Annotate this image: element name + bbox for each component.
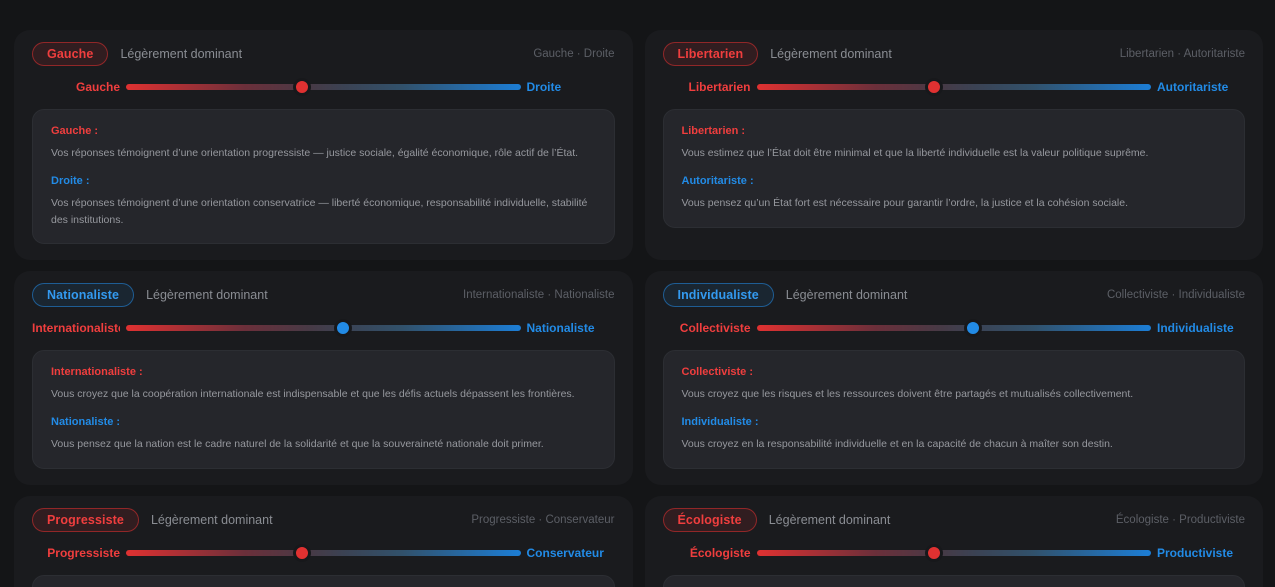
description-box: Internationaliste : Vous croyez que la c… — [32, 350, 615, 469]
slider-handle[interactable] — [333, 319, 352, 338]
axis-pair-label: Écologiste · Productiviste — [1115, 513, 1245, 526]
dominant-badge: Libertarien — [662, 42, 759, 66]
slider-handle[interactable] — [292, 78, 311, 96]
slider-right-label: Droite — [526, 80, 562, 94]
dominant-badge: Progressiste — [32, 507, 139, 532]
description-section-right: Autoritariste : Vous pensez qu’un État f… — [682, 175, 1227, 212]
description-section-left: Libertarien : Vous estimez que l’État do… — [682, 125, 1227, 162]
description-section-left: Collectiviste : Vous croyez que les risq… — [682, 366, 1227, 403]
dominant-badge: Écologiste — [662, 507, 757, 532]
axis-pair-label: Collectiviste · Individualiste — [1106, 289, 1245, 302]
slider-right-label: Conservateur — [526, 545, 604, 560]
card-header: Individualiste Légèrement dominant Colle… — [662, 283, 1245, 308]
dimension-card-nationaliste: Nationaliste Légèrement dominant Interna… — [14, 271, 633, 485]
dominant-badge: Nationaliste — [32, 283, 135, 308]
dominance-label: Légèrement dominant — [785, 288, 908, 303]
section-title: Collectiviste : — [681, 366, 754, 379]
description-box: Gauche : Vos réponses témoignent d’une o… — [32, 109, 615, 245]
section-text: Vous estimez que l’État doit être minima… — [681, 147, 1149, 159]
dominance-label: Légèrement dominant — [150, 512, 273, 527]
card-header: Progressiste Légèrement dominant Progres… — [32, 507, 615, 532]
section-text: Vos réponses témoignent d’une orientatio… — [51, 196, 588, 226]
dominance-label: Légèrement dominant — [146, 288, 268, 303]
section-title: Internationaliste : — [51, 366, 143, 379]
axis-pair-label: Internationaliste · Nationaliste — [463, 289, 615, 302]
axis-slider: Collectiviste Individualiste — [663, 318, 1246, 338]
section-title: Libertarien : — [681, 125, 746, 137]
dominance-label: Légèrement dominant — [120, 47, 243, 61]
description-section-right: Droite : Vos réponses témoignent d’une o… — [51, 175, 596, 229]
dimension-card-progressiste: Progressiste Légèrement dominant Progres… — [14, 495, 633, 587]
description-section-right: Individualiste : Vous croyez en la respo… — [682, 416, 1227, 453]
slider-left-label: Libertarien — [688, 80, 751, 94]
slider-track[interactable] — [126, 319, 521, 338]
axis-slider: Gauche Droite — [32, 77, 615, 97]
slider-left-label: Gauche — [75, 80, 120, 94]
slider-track[interactable] — [126, 78, 521, 96]
axis-slider: Écologiste Productiviste — [663, 543, 1246, 563]
slider-track[interactable] — [756, 319, 1151, 338]
section-text: Vous croyez que la coopération internati… — [51, 388, 575, 401]
slider-track[interactable] — [756, 78, 1151, 96]
slider-left-label: Internationaliste — [32, 321, 120, 336]
slider-left-label: Collectiviste — [679, 321, 751, 336]
section-title: Droite : — [51, 174, 90, 187]
section-text: Vous croyez en la responsabilité individ… — [681, 438, 1113, 451]
axis-slider: Internationaliste Nationaliste — [32, 318, 615, 338]
slider-handle[interactable] — [292, 543, 311, 562]
dominance-label: Légèrement dominant — [768, 512, 891, 527]
description-box: Collectiviste : Vous croyez que les risq… — [662, 350, 1245, 469]
axis-slider: Progressiste Conservateur — [32, 543, 615, 563]
axis-pair-label: Gauche · Droite — [533, 48, 615, 60]
dimension-card-gauche: Gauche Légèrement dominant Gauche · Droi… — [14, 30, 633, 261]
slider-right-label: Autoritariste — [1157, 80, 1229, 94]
slider-handle[interactable] — [925, 543, 944, 562]
axis-pair-label: Progressiste · Conservateur — [471, 513, 615, 526]
section-text: Vous pensez qu’un État fort est nécessai… — [681, 196, 1129, 209]
slider-left-label: Écologiste — [689, 545, 751, 560]
slider-right-label: Productiviste — [1157, 545, 1234, 560]
slider-right-label: Nationaliste — [526, 321, 595, 336]
slider-handle[interactable] — [925, 78, 944, 96]
description-section-left: Gauche : Vos réponses témoignent d’une o… — [51, 125, 596, 162]
section-title: Gauche : — [51, 125, 99, 137]
description-section-left: Internationaliste : Vous croyez que la c… — [51, 366, 596, 403]
dominance-label: Légèrement dominant — [770, 47, 892, 61]
description-section-right: Nationaliste : Vous pensez que la nation… — [51, 416, 596, 453]
description-box — [32, 574, 615, 587]
section-title: Individualiste : — [681, 416, 759, 429]
section-title: Nationaliste : — [51, 416, 121, 429]
description-box — [662, 574, 1245, 587]
card-header: Gauche Légèrement dominant Gauche · Droi… — [32, 42, 615, 66]
dimension-card-libertarien: Libertarien Légèrement dominant Libertar… — [644, 30, 1263, 261]
slider-left-label: Progressiste — [47, 545, 120, 560]
card-header: Nationaliste Légèrement dominant Interna… — [32, 283, 615, 308]
slider-handle[interactable] — [964, 319, 983, 338]
slider-right-label: Individualiste — [1157, 321, 1234, 336]
card-header: Libertarien Légèrement dominant Libertar… — [662, 42, 1245, 66]
section-text: Vous pensez que la nation est le cadre n… — [51, 438, 544, 451]
dominant-badge: Gauche — [32, 42, 109, 66]
axis-pair-label: Libertarien · Autoritariste — [1119, 48, 1245, 60]
section-title: Autoritariste : — [681, 174, 754, 187]
dimension-card-individualiste: Individualiste Légèrement dominant Colle… — [644, 271, 1263, 485]
slider-track[interactable] — [126, 543, 521, 562]
description-box: Libertarien : Vous estimez que l’État do… — [662, 109, 1245, 228]
section-text: Vos réponses témoignent d’une orientatio… — [51, 147, 579, 159]
axis-slider: Libertarien Autoritariste — [663, 77, 1246, 97]
dimension-card-ecologiste: Écologiste Légèrement dominant Écologist… — [644, 495, 1263, 587]
section-text: Vous croyez que les risques et les resso… — [681, 388, 1134, 401]
slider-track[interactable] — [756, 543, 1151, 562]
dominant-badge: Individualiste — [662, 283, 774, 308]
card-header: Écologiste Légèrement dominant Écologist… — [662, 507, 1245, 532]
